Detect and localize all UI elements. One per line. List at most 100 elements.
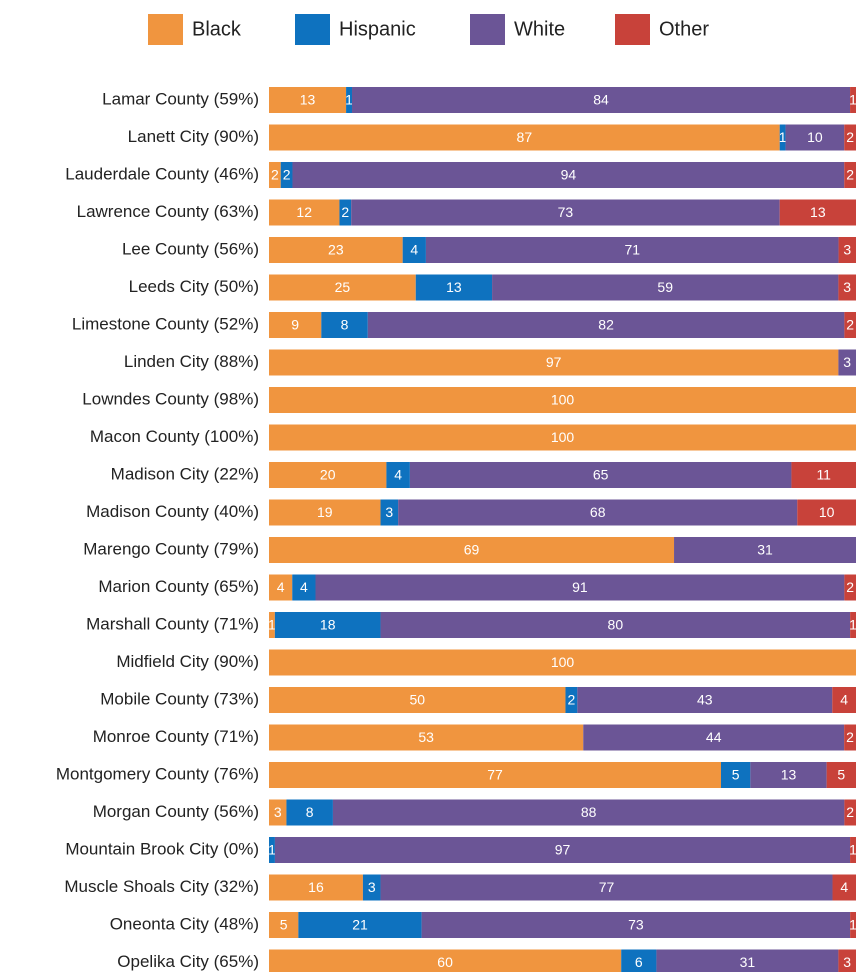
category-label: Marshall County (71%) [86,614,259,633]
bar-segment [269,162,281,188]
bar-segment [565,687,578,713]
value-label: 100 [551,429,575,445]
bar-segment [380,874,833,901]
value-label: 3 [843,279,851,295]
legend-swatch [470,14,505,45]
value-label: 3 [385,504,393,520]
value-label: 12 [296,204,312,220]
value-label: 1 [849,842,856,858]
bar-segment [269,762,721,788]
bar-segment [779,199,856,226]
bar-segment [269,312,322,338]
value-label: 53 [418,729,434,745]
bar-segment [274,837,851,863]
value-label: 73 [558,204,574,220]
value-label: 44 [706,729,722,745]
bar-segment [269,649,856,676]
value-label: 2 [846,729,854,745]
category-label: Marengo County (79%) [83,539,259,558]
bar-segment [362,874,381,901]
value-label: 25 [335,279,351,295]
category-label: Lamar County (59%) [102,89,259,108]
bar-segment [492,274,839,301]
value-label: 4 [840,879,848,895]
bar-segment [415,274,493,301]
bar-segment [269,837,275,863]
bar-segment [280,162,293,188]
value-label: 100 [551,654,575,670]
bar-segment [269,499,381,526]
legend-label: Hispanic [339,18,416,40]
bar-segment [315,574,845,601]
category-label: Muscle Shoals City (32%) [64,877,259,896]
value-label: 9 [291,317,299,333]
bar-segment [844,124,856,151]
value-label: 2 [846,129,854,145]
legend-swatch [615,14,650,45]
value-label: 13 [810,204,826,220]
value-label: 65 [593,467,609,483]
bar-segment [844,162,856,188]
value-label: 1 [849,917,856,933]
value-label: 82 [598,317,614,333]
value-label: 1 [779,129,787,145]
bar-segment [844,574,856,601]
value-label: 50 [409,692,425,708]
category-label: Marion County (65%) [98,577,259,596]
bar-segment [269,687,566,713]
value-label: 1 [849,617,856,633]
value-label: 2 [846,579,854,595]
bar-segment [750,762,827,788]
value-label: 5 [732,767,740,783]
bar-segment [850,912,856,938]
bar-segment [838,349,856,376]
value-label: 4 [394,467,402,483]
category-label: Monroe County (71%) [93,727,259,746]
value-label: 2 [846,317,854,333]
value-label: 16 [308,879,324,895]
value-label: 60 [437,954,453,970]
bar-segment [409,462,792,488]
bar-segment [298,912,422,938]
bar-segment [844,724,856,751]
value-label: 1 [268,842,276,858]
category-label: Morgan County (56%) [93,802,259,821]
category-label: Montgomery County (76%) [56,764,259,783]
bar-segment [269,124,780,151]
bar-segment [352,87,851,113]
category-label: Macon County (100%) [90,427,259,446]
value-label: 3 [843,954,851,970]
bar-segment [797,499,856,526]
bar-segment [332,799,845,826]
value-label: 4 [410,242,418,258]
value-label: 87 [517,129,533,145]
category-label: Opelika City (65%) [117,952,259,971]
bar-segment [351,199,780,226]
value-label: 2 [567,692,575,708]
bar-segment [269,949,622,972]
bar-segment [269,537,675,563]
value-label: 5 [280,917,288,933]
legend-label: Black [192,18,242,40]
bar-segment [779,124,786,151]
value-label: 88 [581,804,597,820]
value-label: 4 [840,692,848,708]
value-label: 18 [320,617,336,633]
value-label: 8 [306,804,314,820]
bar-segment [826,762,856,788]
value-label: 4 [300,579,308,595]
bar-segment [832,687,856,713]
bar-segment [286,799,333,826]
bar-segment [380,612,851,638]
bar-segment [791,462,856,488]
legend-swatch [295,14,330,45]
value-label: 2 [283,167,291,183]
legend-swatch [148,14,183,45]
value-label: 6 [635,954,643,970]
bar-segment [398,499,798,526]
value-label: 3 [368,879,376,895]
value-label: 77 [487,767,503,783]
category-label: Oneonta City (48%) [110,914,259,933]
value-label: 94 [561,167,577,183]
